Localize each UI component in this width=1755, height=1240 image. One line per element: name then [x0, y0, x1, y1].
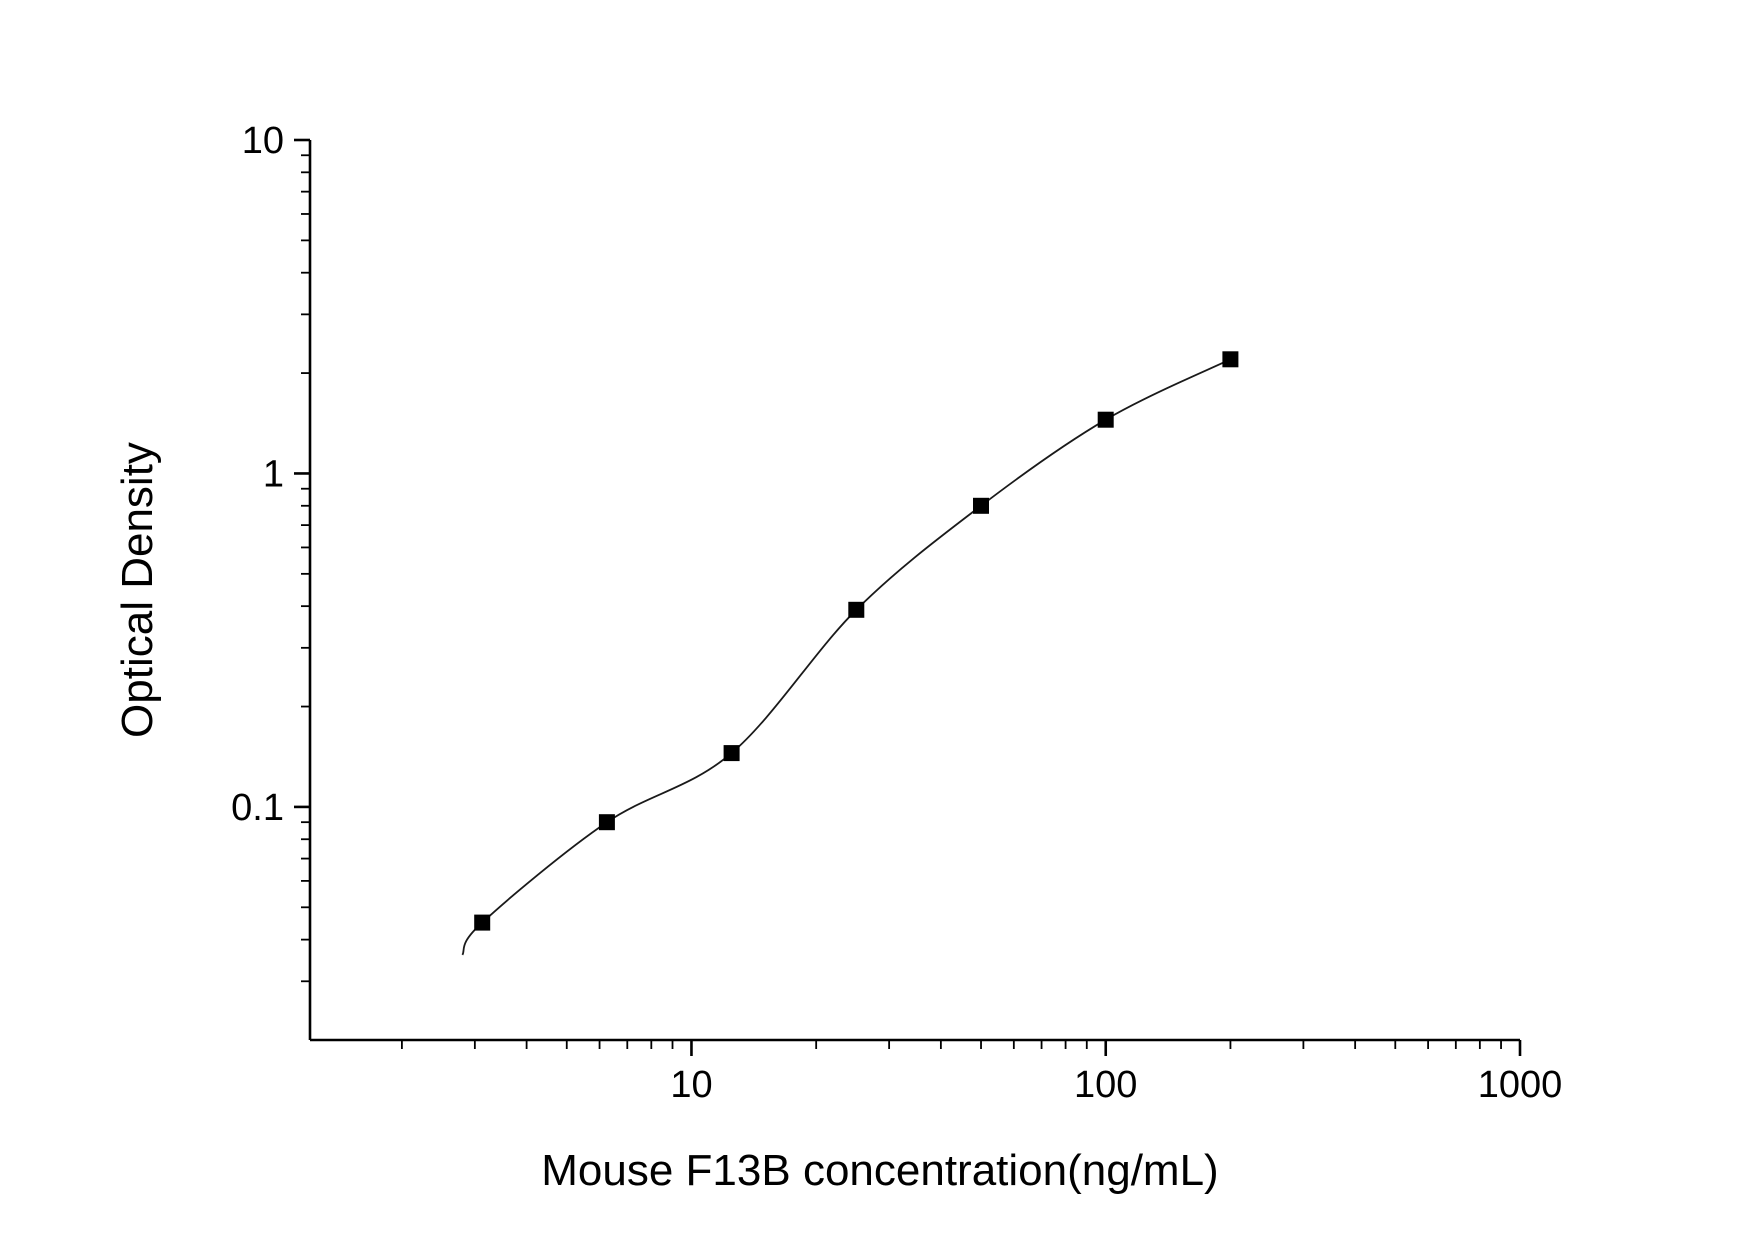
data-point-marker: [848, 601, 865, 618]
data-point-marker: [723, 745, 740, 762]
y-tick-label: 0.1: [231, 787, 284, 829]
x-tick-label: 100: [1074, 1064, 1137, 1106]
data-point-marker: [973, 497, 989, 514]
plot-layer: 10 100 1000 0.1 1 10: [231, 120, 1562, 1106]
data-point-marker: [1097, 411, 1114, 428]
x-axis-title: Mouse F13B concentration(ng/mL): [541, 1146, 1218, 1195]
y-axis-title: Optical Density: [113, 442, 162, 738]
x-tick-label: 10: [670, 1064, 712, 1106]
data-point-marker: [598, 814, 615, 831]
y-tick-label: 1: [263, 453, 284, 495]
x-tick-label: 1000: [1478, 1064, 1563, 1106]
fit-curve-line: [461, 358, 1231, 956]
data-point-marker: [1222, 351, 1239, 368]
data-point-marker: [474, 914, 491, 931]
y-tick-label: 10: [242, 120, 284, 162]
